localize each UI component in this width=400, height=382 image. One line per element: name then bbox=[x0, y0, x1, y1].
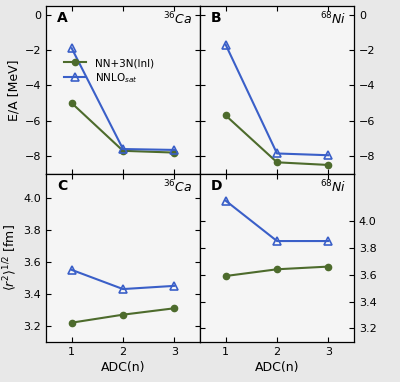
Text: $^{68}$Ni: $^{68}$Ni bbox=[320, 11, 346, 28]
Text: $^{68}$Ni: $^{68}$Ni bbox=[320, 179, 346, 196]
Text: $^{36}$Ca: $^{36}$Ca bbox=[163, 179, 192, 196]
Legend: NN+3N(lnl), NNLO$_{sat}$: NN+3N(lnl), NNLO$_{sat}$ bbox=[64, 58, 154, 85]
Text: C: C bbox=[57, 179, 67, 193]
Text: A: A bbox=[57, 11, 68, 25]
Text: D: D bbox=[211, 179, 222, 193]
X-axis label: ADC(n): ADC(n) bbox=[101, 361, 145, 374]
X-axis label: ADC(n): ADC(n) bbox=[255, 361, 299, 374]
Text: $^{36}$Ca: $^{36}$Ca bbox=[163, 11, 192, 28]
Y-axis label: E/A [MeV]: E/A [MeV] bbox=[8, 59, 20, 120]
Text: B: B bbox=[211, 11, 222, 25]
Y-axis label: $\langle r^2 \rangle^{1/2}$ [fm]: $\langle r^2 \rangle^{1/2}$ [fm] bbox=[2, 224, 19, 291]
